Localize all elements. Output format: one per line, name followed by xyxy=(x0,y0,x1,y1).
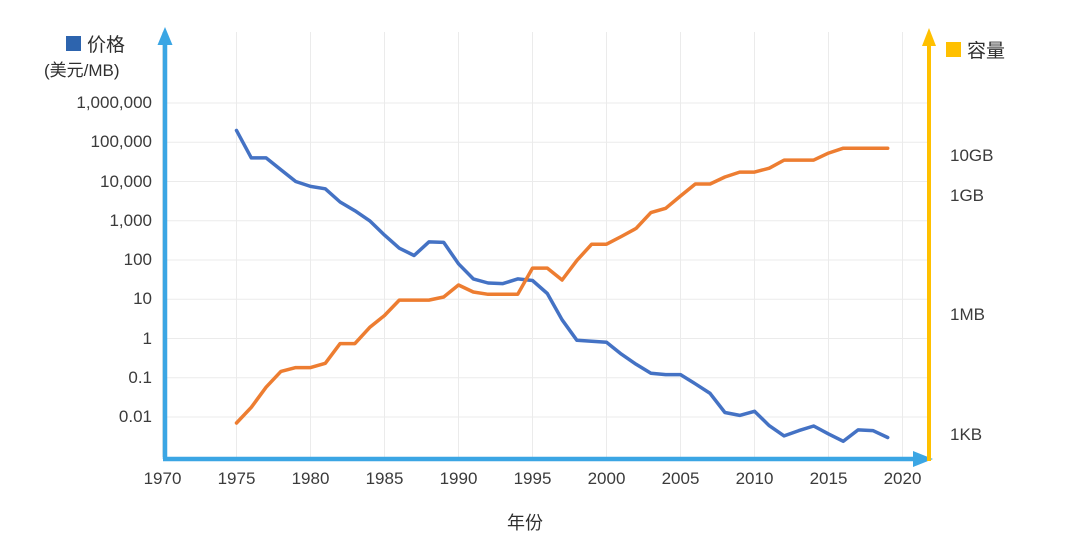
x-tick-label: 1975 xyxy=(217,469,256,488)
y-left-tick-label: 100 xyxy=(123,250,152,269)
x-tick-label: 2010 xyxy=(735,469,774,488)
x-tick-label: 2000 xyxy=(587,469,626,488)
x-tick-label: 2015 xyxy=(809,469,848,488)
x-axis-title: 年份 xyxy=(507,513,543,533)
y-left-tick-label: 100,000 xyxy=(90,132,152,152)
capacity-legend-label: 容量 xyxy=(967,41,1006,62)
right-y-axis-arrow-icon xyxy=(922,28,936,46)
y-left-tick-label: 1,000 xyxy=(109,210,152,230)
y-left-tick-label: 1 xyxy=(142,328,152,348)
x-tick-label: 1980 xyxy=(291,469,330,488)
y-right-tick-label: 1GB xyxy=(950,185,985,205)
x-tick-label: 2020 xyxy=(883,469,922,488)
capacity-legend: 容量 xyxy=(946,36,1005,63)
x-tick-label: 1995 xyxy=(513,469,552,488)
price-legend: 价格 xyxy=(66,30,125,57)
capacity-line-series xyxy=(234,146,890,425)
x-tick-label: 2005 xyxy=(661,469,700,488)
capacity-legend-swatch-icon xyxy=(946,42,961,57)
x-tick-label: 1985 xyxy=(365,469,404,488)
price-unit-label: (美元/MB) xyxy=(44,61,120,80)
y-right-tick-label: 1MB xyxy=(950,305,985,325)
y-right-tick-label: 10GB xyxy=(950,146,994,166)
x-axis-arrow-icon xyxy=(913,451,933,467)
y-right-tick-label: 1KB xyxy=(950,425,983,444)
y-left-tick-label: 10 xyxy=(133,289,152,309)
x-tick-label: 1990 xyxy=(439,469,478,488)
y-left-tick-label: 10,000 xyxy=(100,171,152,191)
price-line-series xyxy=(234,128,890,444)
y-left-tick-label: 1,000,000 xyxy=(76,93,152,112)
price-legend-swatch-icon xyxy=(66,36,81,51)
left-y-axis-arrow-icon xyxy=(157,27,173,45)
price-legend-label: 价格 xyxy=(87,35,126,56)
y-left-tick-label: 0.1 xyxy=(128,367,152,387)
y-left-tick-label: 0.01 xyxy=(118,407,152,426)
x-tick-label: 1970 xyxy=(143,469,182,488)
